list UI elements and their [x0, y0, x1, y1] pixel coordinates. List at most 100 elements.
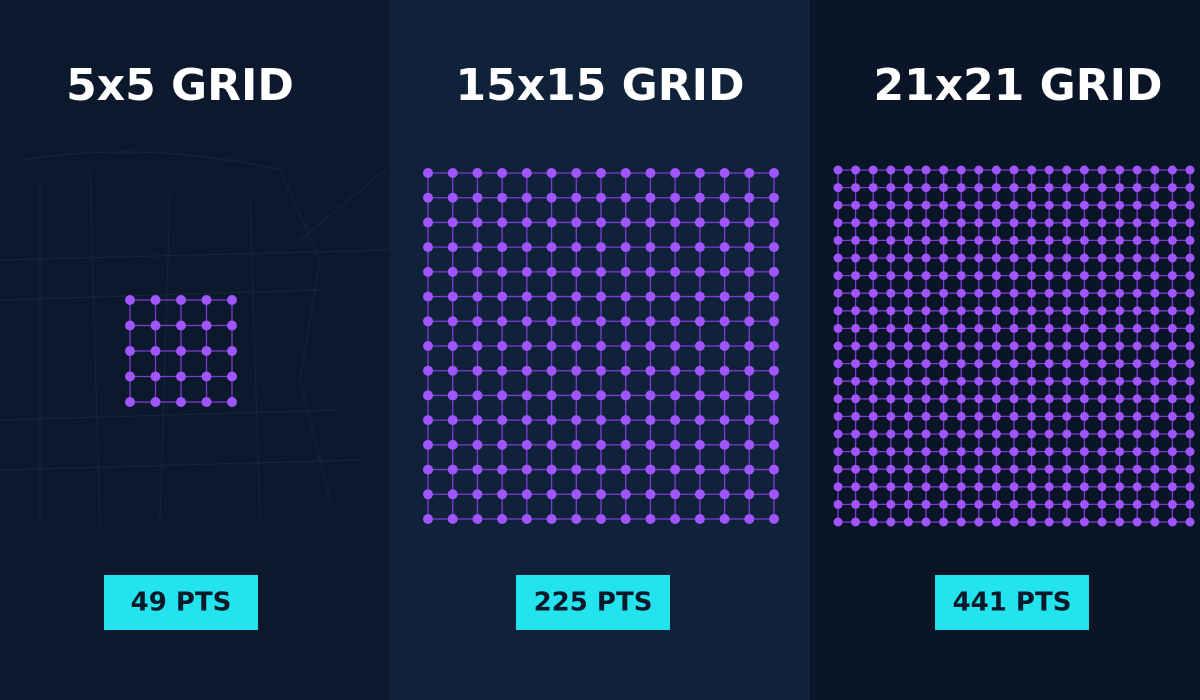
grid-point	[939, 306, 949, 316]
grid-point	[744, 365, 755, 376]
map-texture	[0, 151, 391, 531]
grid-point	[1132, 323, 1142, 333]
grid-point	[423, 514, 433, 524]
grid-point	[833, 323, 843, 333]
grid-point	[903, 359, 913, 369]
grid-point	[886, 165, 896, 175]
grid-point	[974, 394, 984, 404]
grid-point	[744, 217, 755, 228]
grid-point	[546, 390, 557, 401]
grid-point	[1115, 288, 1125, 298]
grid-point	[1097, 183, 1107, 193]
grid-point	[1079, 359, 1089, 369]
grid-point	[1132, 253, 1142, 263]
grid-point	[1079, 447, 1089, 457]
grid-point	[886, 341, 896, 351]
grid-point	[921, 517, 931, 527]
grid-point	[769, 464, 779, 475]
grid-point	[974, 482, 984, 492]
grid-point	[1044, 218, 1054, 228]
grid-point	[974, 323, 984, 333]
grid-point	[1044, 411, 1054, 421]
grid-point	[521, 192, 532, 203]
grid-point	[423, 341, 433, 351]
grid-point	[991, 306, 1001, 316]
grid-point	[423, 217, 433, 228]
grid-point	[596, 415, 606, 426]
grid-point	[1150, 411, 1160, 421]
grid-point	[670, 489, 681, 500]
grid-point	[921, 411, 931, 421]
grid-point	[991, 200, 1001, 210]
grid-point	[1150, 288, 1160, 298]
grid-point	[1132, 235, 1142, 245]
grid-point	[571, 415, 582, 426]
grid-point	[886, 306, 896, 316]
grid-point	[974, 411, 984, 421]
grid-point	[521, 242, 532, 253]
grid-point	[670, 390, 681, 401]
grid-point	[1009, 218, 1019, 228]
grid-point	[903, 165, 913, 175]
grid-point	[596, 365, 606, 376]
grid-point	[694, 439, 705, 450]
grid-point	[1185, 306, 1195, 316]
grid-point	[1185, 288, 1195, 298]
grid-point	[1027, 253, 1037, 263]
grid-point	[868, 517, 878, 527]
grid-point	[1115, 341, 1125, 351]
grid-point	[1150, 218, 1160, 228]
grid-point	[1185, 253, 1195, 263]
grid-point	[903, 341, 913, 351]
grid-point	[150, 371, 161, 382]
grid-point	[670, 291, 681, 302]
grid-point	[1044, 359, 1054, 369]
grid-point	[956, 306, 966, 316]
grid-point	[851, 183, 861, 193]
grid-point	[1167, 288, 1177, 298]
grid-point	[851, 200, 861, 210]
grid-point	[1027, 341, 1037, 351]
grid-point	[521, 489, 532, 500]
grid-point	[939, 429, 949, 439]
grid-point	[1115, 306, 1125, 316]
grid-point	[1062, 235, 1072, 245]
grid-point	[921, 183, 931, 193]
grid-point	[645, 217, 656, 228]
badge-label: 441 PTS	[953, 588, 1072, 618]
grid-point	[1079, 253, 1089, 263]
grid-point	[719, 192, 730, 203]
grid-point	[1027, 218, 1037, 228]
grid-point	[868, 499, 878, 509]
grid-point	[903, 218, 913, 228]
grid-point	[1027, 165, 1037, 175]
grid-point	[1044, 517, 1054, 527]
grid-point	[1027, 482, 1037, 492]
grid-point	[868, 341, 878, 351]
grid-point	[974, 200, 984, 210]
grid-point	[719, 365, 730, 376]
grid-point	[620, 464, 631, 475]
grid-point	[956, 464, 966, 474]
grid-point	[833, 359, 843, 369]
grid-point	[833, 499, 843, 509]
grid-point	[1009, 341, 1019, 351]
grid-point	[719, 415, 730, 426]
grid-point	[1079, 517, 1089, 527]
grid-point	[1150, 464, 1160, 474]
grid-point	[886, 235, 896, 245]
grid-point	[868, 218, 878, 228]
grid-point	[694, 192, 705, 203]
grid-point	[596, 489, 606, 500]
grid-point	[1062, 376, 1072, 386]
grid-point	[903, 429, 913, 439]
grid-point	[939, 165, 949, 175]
grid-point	[472, 341, 483, 351]
grid-point	[694, 464, 705, 475]
grid-point	[125, 397, 135, 407]
grid-point	[1097, 271, 1107, 281]
grid-point	[1027, 517, 1037, 527]
grid-point	[974, 288, 984, 298]
grid-point	[851, 288, 861, 298]
grid-point	[991, 447, 1001, 457]
